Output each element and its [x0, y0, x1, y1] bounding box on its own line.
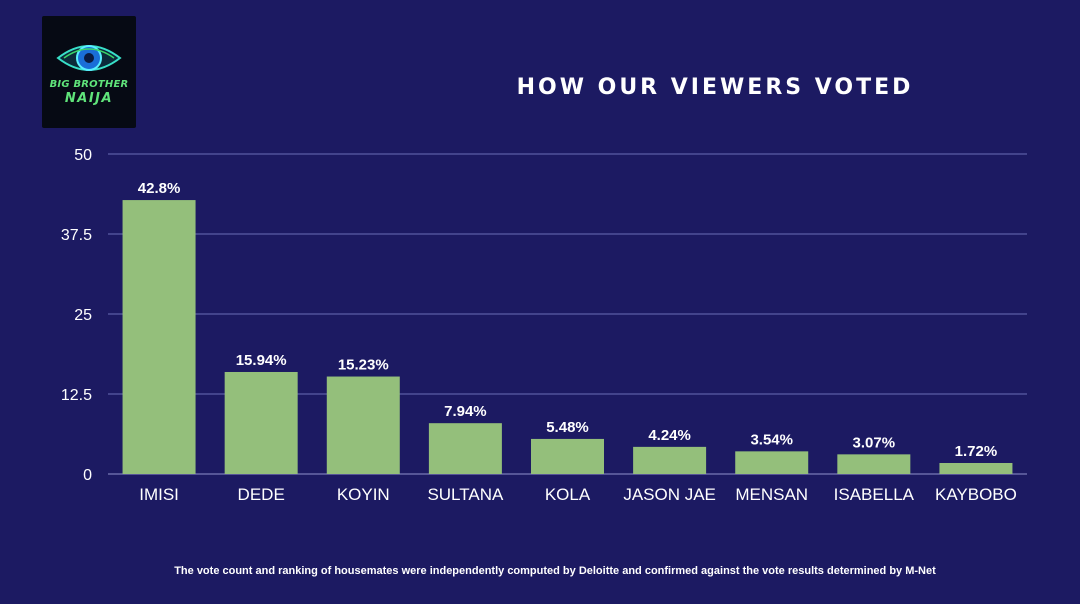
bar [122, 200, 196, 474]
x-tick-label: KAYBOBO [935, 485, 1017, 504]
bar [735, 451, 809, 474]
y-tick-label: 37.5 [61, 227, 92, 244]
data-label: 5.48% [546, 419, 589, 436]
chart-title: HOW OUR VIEWERS VOTED [516, 75, 914, 100]
data-label: 3.54% [750, 431, 793, 448]
x-tick-label: KOYIN [337, 485, 390, 504]
bar [224, 371, 298, 474]
bar [837, 454, 911, 474]
y-tick-label: 50 [74, 147, 92, 164]
bar [633, 446, 707, 474]
x-tick-label: ISABELLA [834, 485, 915, 504]
bar [428, 423, 502, 474]
bar [326, 376, 400, 474]
bar [531, 438, 604, 474]
big-brother-naija-logo: BIG BROTHER NAIJA [42, 16, 136, 128]
x-tick-label: MENSAN [735, 485, 808, 504]
data-label: 4.24% [648, 427, 691, 444]
x-tick-label: DEDE [238, 485, 285, 504]
footnote: The vote count and ranking of housemates… [174, 565, 936, 577]
eye-icon [56, 45, 122, 71]
logo-line-2: NAIJA [64, 91, 114, 106]
data-label: 15.23% [338, 357, 389, 374]
logo-line-1: BIG BROTHER [49, 79, 129, 90]
x-tick-label: KOLA [545, 485, 591, 504]
data-label: 7.94% [444, 403, 487, 420]
y-tick-label: 12.5 [61, 387, 92, 404]
x-tick-label: JASON JAE [623, 485, 716, 504]
y-tick-label: 25 [74, 307, 92, 324]
x-tick-label: IMISI [139, 485, 179, 504]
data-label: 42.8% [138, 180, 181, 197]
x-tick-label: SULTANA [427, 485, 504, 504]
bar [939, 462, 1013, 474]
y-tick-label: 0 [83, 467, 92, 484]
data-label: 1.72% [955, 443, 998, 460]
data-label: 15.94% [236, 352, 287, 369]
data-label: 3.07% [853, 434, 896, 451]
